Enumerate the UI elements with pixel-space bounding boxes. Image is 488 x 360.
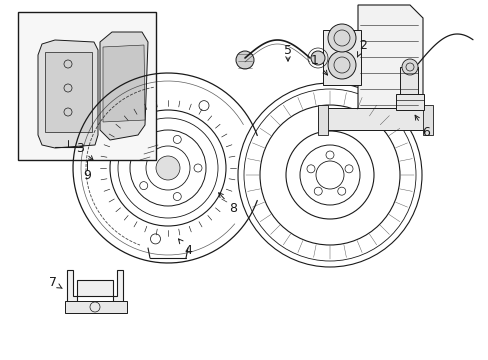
Polygon shape: [100, 32, 148, 140]
Text: 5: 5: [284, 44, 291, 57]
Text: 1: 1: [310, 54, 327, 75]
Circle shape: [327, 24, 355, 52]
Polygon shape: [357, 5, 422, 112]
Bar: [422, 105, 432, 135]
Text: 4: 4: [178, 239, 192, 256]
Text: 6: 6: [414, 115, 429, 139]
Text: 9: 9: [83, 168, 91, 181]
Polygon shape: [45, 52, 92, 132]
Bar: [399, 67, 417, 97]
Bar: [65, 301, 127, 313]
Polygon shape: [38, 40, 98, 148]
Text: 7: 7: [49, 276, 62, 289]
Text: 3: 3: [76, 141, 93, 160]
Circle shape: [156, 156, 180, 180]
Circle shape: [236, 51, 253, 69]
Circle shape: [327, 51, 355, 79]
Bar: [317, 108, 427, 130]
Polygon shape: [67, 270, 123, 303]
Text: 2: 2: [357, 39, 366, 57]
Circle shape: [401, 59, 417, 75]
Circle shape: [310, 51, 325, 65]
Text: 8: 8: [218, 193, 237, 215]
Bar: [18, 12, 156, 160]
Bar: [395, 94, 423, 110]
Bar: [317, 105, 327, 135]
Bar: [323, 30, 360, 85]
Polygon shape: [103, 45, 145, 122]
